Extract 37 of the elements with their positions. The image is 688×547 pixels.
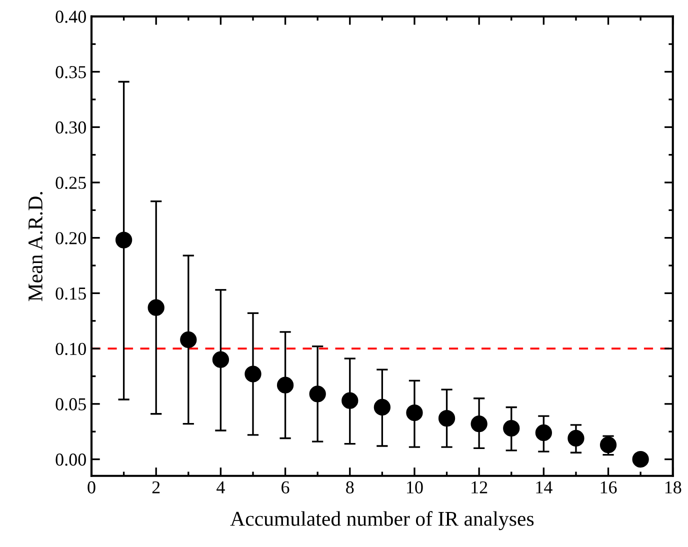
y-tick-label: 0.10 <box>56 342 86 356</box>
point <box>180 331 197 348</box>
point <box>342 392 358 409</box>
y-tick-label: 0.25 <box>56 176 86 190</box>
point <box>503 420 520 437</box>
y-tick-label: 0.00 <box>56 454 86 466</box>
x-tick-label: 8 <box>346 481 354 494</box>
point <box>438 410 456 427</box>
y-tick-label: 0.35 <box>56 66 86 78</box>
point <box>374 398 391 416</box>
point <box>535 424 552 442</box>
point <box>309 386 326 402</box>
y-tick-label: 0.30 <box>56 121 86 134</box>
y-tick-label: 0.05 <box>56 398 86 410</box>
point <box>632 450 649 468</box>
x-tick-label: 6 <box>282 481 290 494</box>
x-tick-label: 12 <box>472 481 488 494</box>
x-axis-title: Accumulated number of IR analyses <box>230 511 534 530</box>
point <box>276 376 294 394</box>
x-tick-label: 14 <box>536 481 552 494</box>
point <box>568 430 584 447</box>
y-tick-label: 0.15 <box>56 287 86 300</box>
y-tick-label: 0.40 <box>56 10 86 23</box>
x-tick-label: 2 <box>152 481 160 494</box>
y-tick-label: 0.20 <box>56 232 86 244</box>
point <box>470 416 488 432</box>
x-tick-label: 4 <box>216 481 225 494</box>
x-tick-label: 16 <box>600 481 617 494</box>
point <box>406 404 423 422</box>
point <box>212 351 230 368</box>
point <box>148 299 164 316</box>
point <box>244 366 262 382</box>
x-tick-label: 0 <box>88 481 96 494</box>
y-axis-title: Mean A.R.D. <box>28 192 43 302</box>
point <box>115 232 132 248</box>
x-tick-label: 18 <box>665 481 682 494</box>
x-tick-label: 10 <box>407 481 423 494</box>
